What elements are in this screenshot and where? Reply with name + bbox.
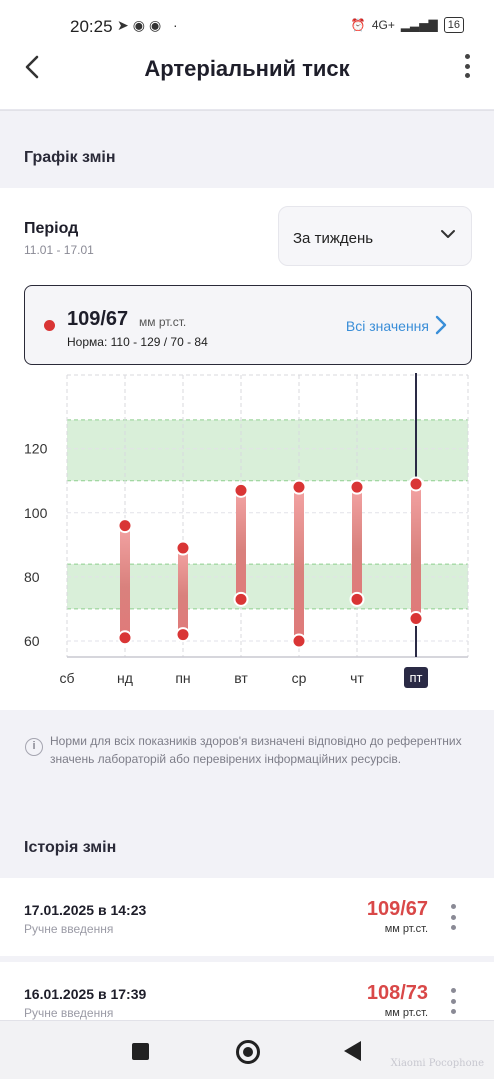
history-date: 17.01.2025 в 14:23 bbox=[24, 902, 147, 918]
battery-icon: 16 bbox=[443, 17, 464, 33]
period-range: 11.01 - 17.01 bbox=[24, 243, 94, 257]
diastolic-point-чт bbox=[349, 591, 365, 607]
history-more-button[interactable] bbox=[450, 988, 456, 1014]
recent-apps-button[interactable] bbox=[132, 1043, 149, 1060]
history-unit: мм рт.ст. bbox=[384, 1007, 428, 1019]
history-unit: мм рт.ст. bbox=[384, 923, 428, 935]
history-header: Історія змін bbox=[0, 822, 494, 878]
history-date: 16.01.2025 в 17:39 bbox=[24, 986, 147, 1002]
bar-range-чт bbox=[352, 487, 362, 600]
nav-back-button[interactable] bbox=[344, 1041, 361, 1061]
systolic-point-ср bbox=[291, 479, 307, 495]
bar-range-ср bbox=[294, 487, 304, 641]
diastolic-point-пн bbox=[175, 627, 191, 643]
section-title: Графік змін bbox=[24, 149, 116, 166]
history-more-button[interactable] bbox=[450, 904, 456, 930]
x-tick-label-selected: пт bbox=[410, 670, 423, 685]
y-tick-label: 100 bbox=[24, 505, 48, 521]
diastolic-point-ср bbox=[291, 633, 307, 649]
more-options-button[interactable] bbox=[462, 54, 472, 78]
systolic-point-пт bbox=[408, 476, 424, 492]
selected-day-badge bbox=[404, 667, 428, 688]
signal-icon: ▂▃▅▇ bbox=[400, 18, 438, 32]
app-bar: Артеріальний тиск bbox=[0, 40, 494, 110]
alarm-icon: ⏰ bbox=[350, 18, 366, 32]
notification-icons: ➤◉◉ · bbox=[117, 17, 182, 33]
more-dot-icon bbox=[450, 988, 456, 993]
latest-value: 109/67 bbox=[67, 308, 129, 330]
info-icon: i bbox=[25, 738, 43, 756]
home-button[interactable] bbox=[236, 1040, 260, 1064]
chart-section-header: Графік змін bbox=[0, 110, 494, 188]
bar-range-вт bbox=[236, 490, 246, 600]
history-type: Ручне введення bbox=[24, 1006, 114, 1020]
norm-band bbox=[67, 564, 468, 609]
x-tick-label: пн bbox=[175, 670, 190, 686]
bar-range-нд bbox=[120, 525, 130, 638]
history-value: 109/67 bbox=[366, 898, 428, 920]
diastolic-point-пт bbox=[408, 611, 424, 627]
chevron-down-icon bbox=[441, 230, 455, 238]
bar-range-пн bbox=[178, 548, 188, 635]
chevron-left-icon bbox=[25, 55, 39, 79]
diastolic-point-вт bbox=[233, 591, 249, 607]
chart-card: Період 11.01 - 17.01 За тиждень 109/67 м… bbox=[0, 188, 494, 710]
history-value: 108/73 bbox=[366, 982, 428, 1004]
status-time: 20:25 bbox=[70, 17, 113, 36]
info-area: i Норми для всіх показників здоров'я виз… bbox=[0, 710, 494, 822]
y-tick-label: 120 bbox=[24, 441, 48, 457]
network-label: 4G+ bbox=[371, 18, 395, 32]
all-values-link[interactable]: Всі значення bbox=[345, 318, 429, 334]
norm-text: Норма: 110 - 129 / 70 - 84 bbox=[67, 335, 208, 349]
diastolic-point-нд bbox=[117, 630, 133, 646]
history-type: Ручне введення bbox=[24, 922, 114, 936]
y-tick-label: 80 bbox=[24, 569, 40, 585]
x-tick-label: чт bbox=[350, 670, 364, 686]
chevron-right-icon[interactable] bbox=[433, 314, 449, 336]
more-dot-icon bbox=[450, 904, 456, 909]
watermark: Xiaomi Pocophone bbox=[390, 1058, 484, 1069]
x-tick-label: ср bbox=[292, 670, 307, 686]
system-icons: ⏰ 4G+ ▂▃▅▇ 16 bbox=[351, 17, 464, 33]
latest-value-box[interactable]: 109/67 мм рт.ст. Норма: 110 - 129 / 70 -… bbox=[24, 285, 472, 365]
period-dropdown[interactable]: За тиждень bbox=[278, 206, 472, 266]
norm-band bbox=[67, 419, 468, 481]
info-text: Норми для всіх показників здоров'я визна… bbox=[50, 734, 462, 766]
back-button[interactable] bbox=[18, 52, 48, 82]
systolic-point-пн bbox=[175, 540, 191, 556]
period-dropdown-value: За тиждень bbox=[293, 230, 374, 247]
history-item[interactable]: 17.01.2025 в 14:23 Ручне введення 109/67… bbox=[0, 878, 494, 956]
systolic-point-вт bbox=[233, 482, 249, 498]
systolic-point-чт bbox=[349, 479, 365, 495]
history-title: Історія змін bbox=[24, 839, 117, 856]
red-dot-icon bbox=[44, 320, 55, 331]
latest-unit: мм рт.ст. bbox=[139, 315, 187, 329]
more-dot-icon bbox=[464, 54, 470, 59]
y-tick-label: 60 bbox=[24, 633, 40, 649]
bar-range-пт bbox=[411, 483, 421, 619]
blood-pressure-chart: 60 80 100 120 сб нд пн вт ср чт пт bbox=[24, 373, 469, 688]
x-tick-label: нд bbox=[117, 670, 133, 686]
system-nav-bar bbox=[0, 1020, 494, 1079]
status-bar: 20:25 ➤◉◉ · ⏰ 4G+ ▂▃▅▇ 16 bbox=[0, 0, 494, 40]
x-tick-label: вт bbox=[234, 670, 248, 686]
period-label: Період bbox=[24, 220, 79, 237]
x-tick-label: сб bbox=[59, 670, 74, 686]
systolic-point-нд bbox=[117, 518, 133, 534]
page-title: Артеріальний тиск bbox=[144, 56, 350, 81]
